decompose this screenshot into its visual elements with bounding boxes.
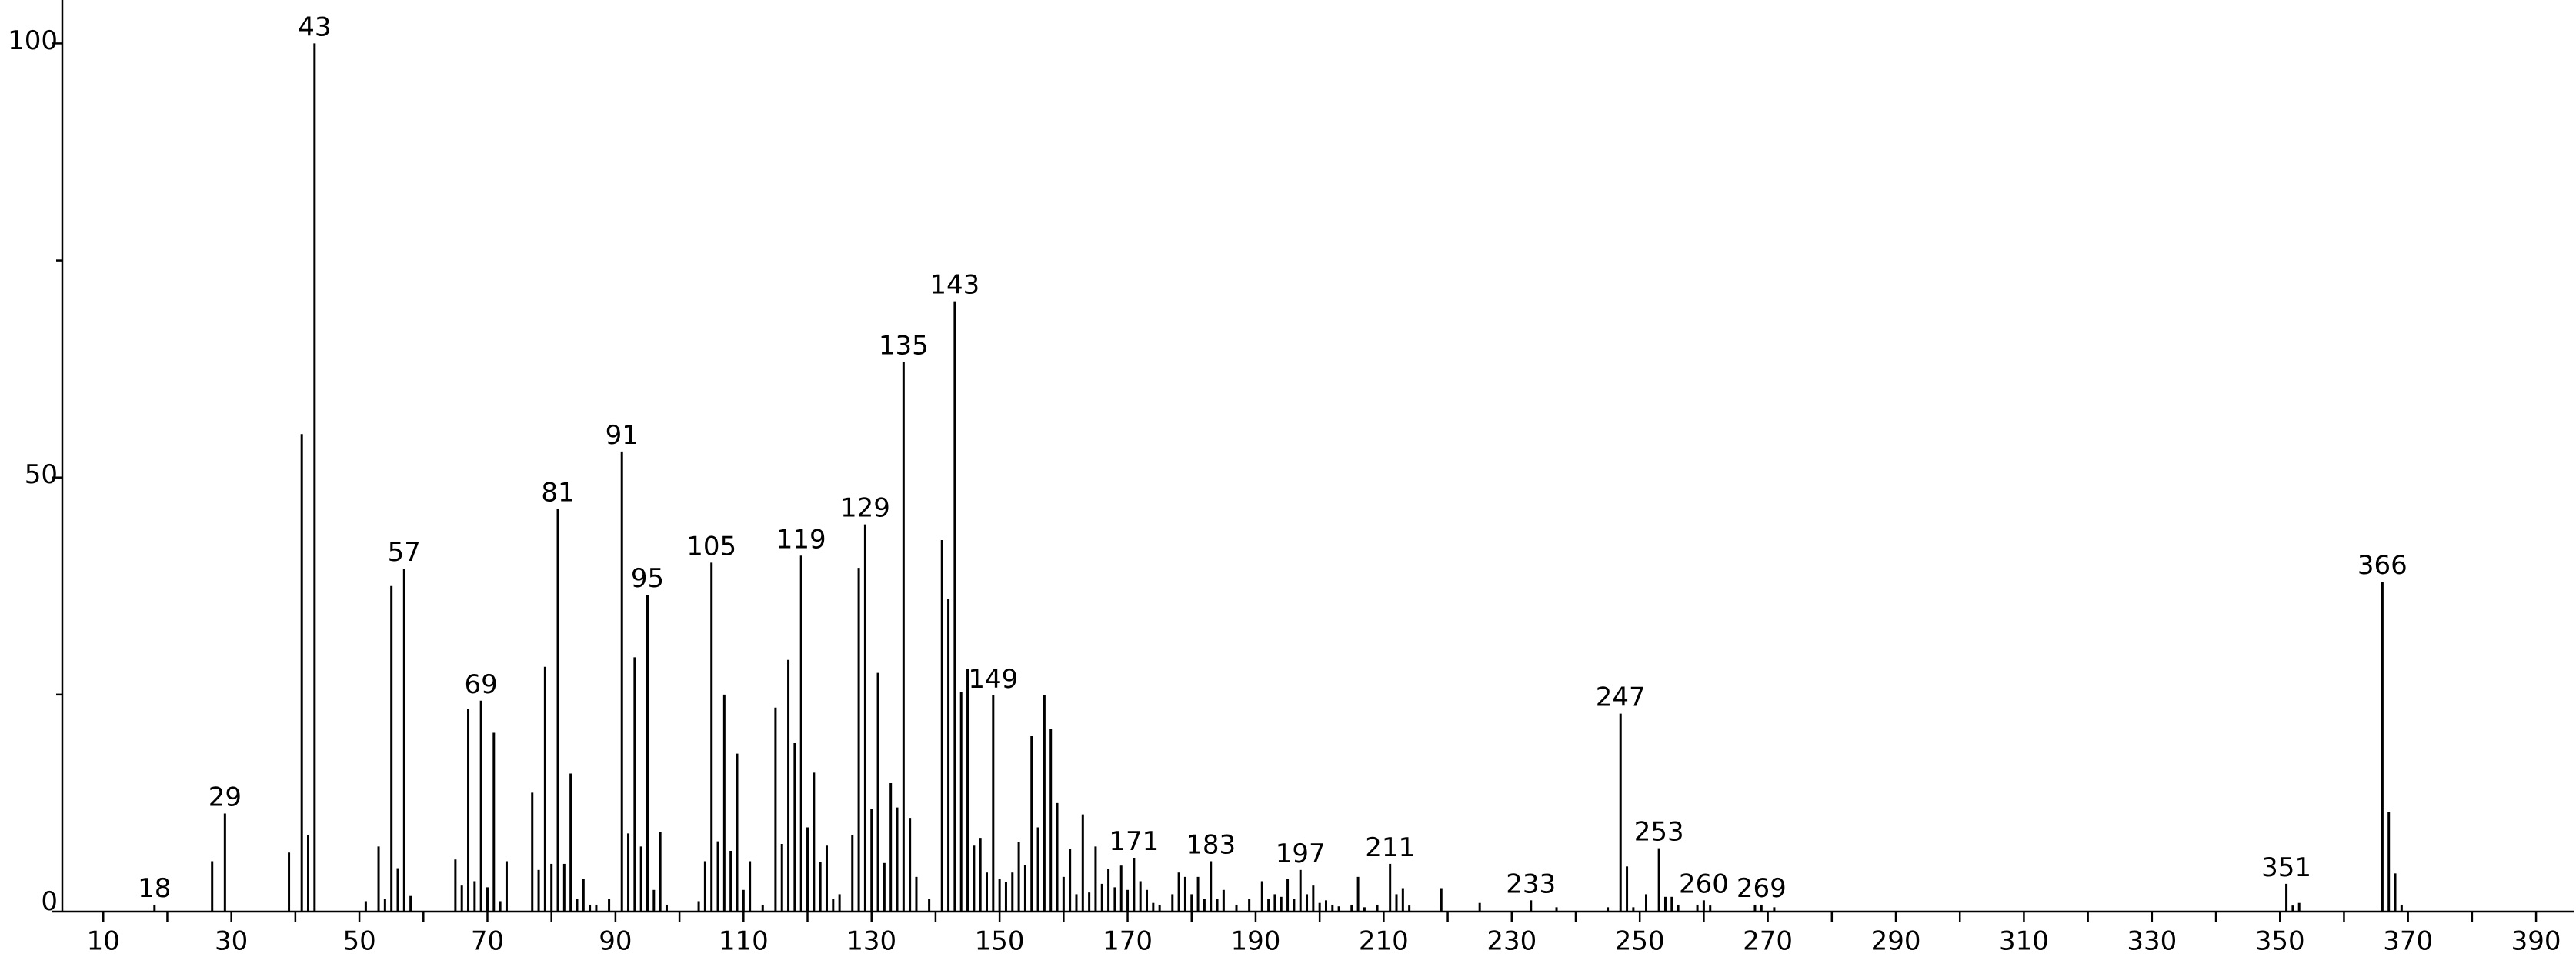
x-tick-label: 270 [1743, 926, 1793, 957]
y-tick-label: 100 [8, 25, 58, 56]
peak-label: 43 [298, 12, 331, 42]
x-tick-label: 390 [2511, 926, 2561, 957]
x-tick-label: 310 [1999, 926, 2049, 957]
peak-label: 260 [1679, 869, 1729, 899]
x-tick-label: 70 [471, 926, 504, 957]
y-tick-label: 0 [41, 886, 58, 917]
x-tick-label: 150 [975, 926, 1025, 957]
peak-label: 81 [541, 477, 574, 508]
x-tick-label: 370 [2383, 926, 2433, 957]
x-tick-label: 230 [1487, 926, 1537, 957]
peak-label: 366 [2357, 550, 2407, 581]
peak-label: 171 [1109, 826, 1159, 857]
peak-label: 143 [929, 270, 979, 301]
x-tick-label: 170 [1103, 926, 1153, 957]
x-tick-label: 290 [1871, 926, 1921, 957]
peak-label: 29 [209, 782, 242, 812]
x-tick-label: 110 [719, 926, 769, 957]
y-tick-label: 50 [25, 459, 58, 490]
peak-label: 247 [1596, 682, 1646, 713]
peak-label: 105 [686, 531, 736, 562]
x-tick-label: 330 [2127, 926, 2177, 957]
peak-label: 253 [1634, 817, 1684, 848]
x-tick-label: 350 [2255, 926, 2305, 957]
x-tick-label: 90 [599, 926, 632, 957]
x-tick-label: 30 [215, 926, 248, 957]
peak-label: 149 [968, 664, 1018, 695]
peak-label: 269 [1737, 873, 1787, 904]
peak-label: 57 [388, 537, 421, 568]
peak-label: 69 [465, 669, 498, 700]
peak-label: 197 [1276, 839, 1326, 869]
x-tick-label: 130 [846, 926, 896, 957]
x-tick-label: 190 [1231, 926, 1281, 957]
peak-label: 129 [840, 493, 890, 524]
peak-label: 95 [631, 563, 664, 594]
peak-label: 233 [1506, 869, 1556, 899]
peak-label: 91 [606, 420, 639, 451]
peak-label: 351 [2261, 852, 2311, 883]
peak-label: 211 [1365, 832, 1415, 863]
peak-label: 119 [776, 524, 826, 555]
peak-label: 18 [138, 873, 171, 904]
x-tick-label: 50 [342, 926, 375, 957]
x-tick-label: 210 [1359, 926, 1409, 957]
x-tick-label: 250 [1615, 926, 1665, 957]
x-tick-label: 10 [87, 926, 120, 957]
peak-label: 183 [1186, 830, 1236, 861]
peak-label: 135 [879, 331, 929, 362]
